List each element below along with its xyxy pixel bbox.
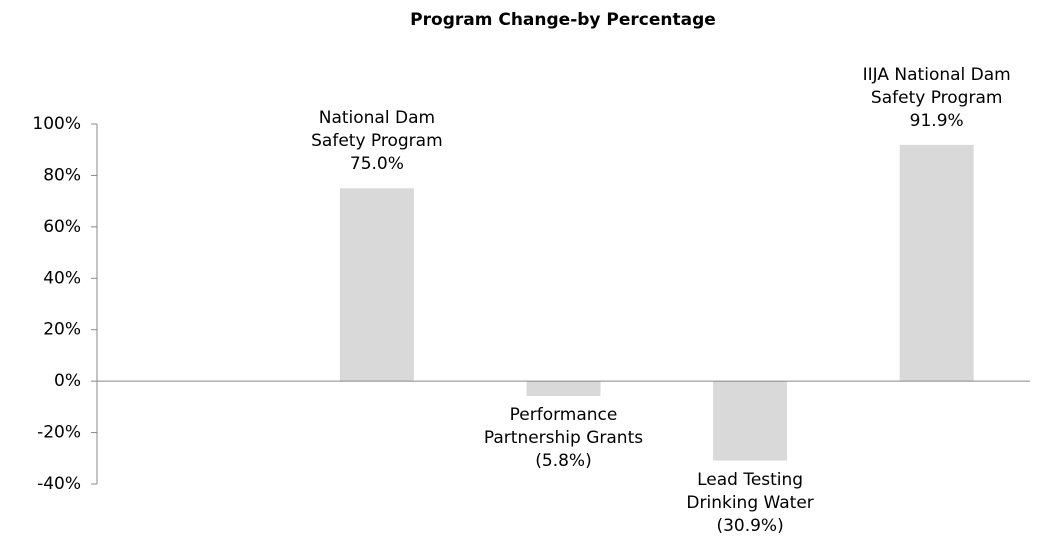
bar	[339, 188, 414, 382]
category-label: National Dam Safety Program	[311, 108, 443, 152]
chart-title: Program Change-by Percentage	[410, 10, 716, 30]
category-label: Lead Testing Drinking Water	[686, 469, 814, 513]
data-label: IIJA National Dam Safety Program 91.9%	[837, 64, 1037, 133]
bar	[713, 381, 788, 461]
category-label: IIJA National Dam Safety Program	[862, 64, 1011, 108]
value-label: (5.8%)	[535, 451, 592, 472]
category-label: Performance Partnership Grants	[483, 405, 644, 449]
data-label: Performance Partnership Grants (5.8%)	[464, 404, 664, 473]
y-tick-label: 80%	[43, 165, 81, 185]
bar	[899, 144, 974, 382]
y-tick-label: -20%	[37, 423, 81, 443]
y-tick-label: 100%	[32, 114, 81, 134]
y-tick-label: 40%	[43, 268, 81, 288]
value-label: (30.9%)	[716, 515, 784, 536]
data-label: National Dam Safety Program 75.0%	[277, 107, 477, 176]
y-tick-label: 60%	[43, 217, 81, 237]
y-tick-label: 20%	[43, 320, 81, 340]
y-tick-label: 0%	[54, 371, 81, 391]
y-tick-label: -40%	[37, 474, 81, 494]
value-label: 75.0%	[349, 154, 404, 175]
bar	[526, 381, 601, 397]
data-label: Lead Testing Drinking Water (30.9%)	[650, 469, 850, 538]
value-label: 91.9%	[909, 110, 964, 131]
